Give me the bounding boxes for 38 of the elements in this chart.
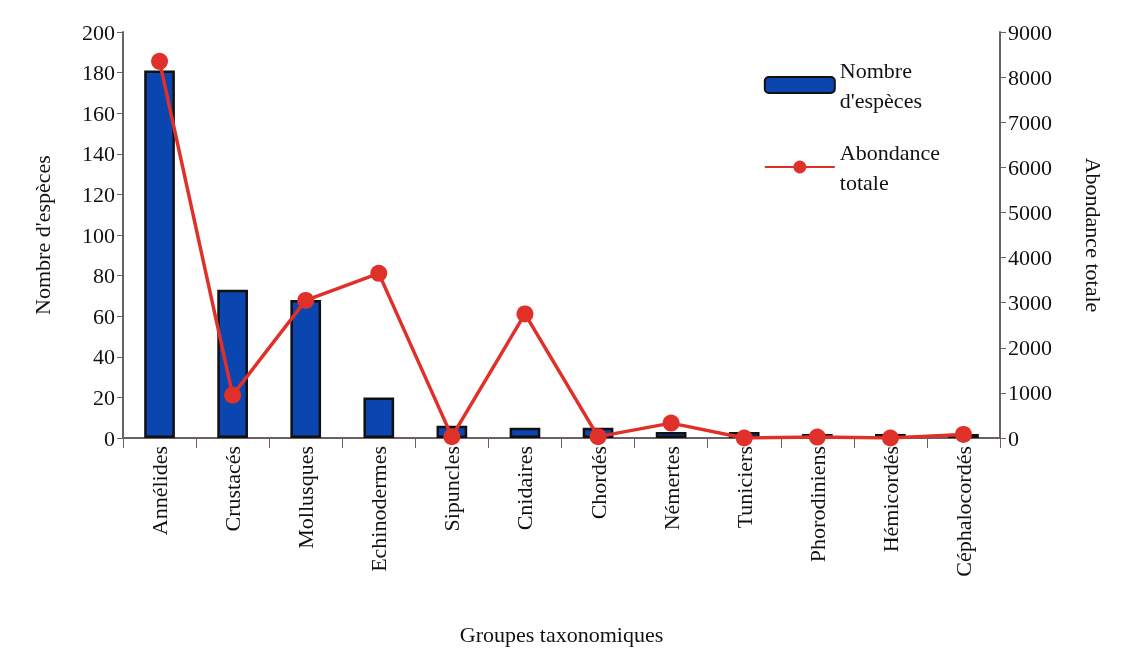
legend-label: Abondance totale — [839, 139, 941, 195]
y2-tick-label: 3000 — [1008, 290, 1052, 316]
y2-tick-label: 2000 — [1008, 335, 1052, 361]
y2-axis-title: Abondance totale — [1080, 157, 1106, 313]
y-tick-label: 120 — [82, 181, 115, 207]
y-tick-label: 80 — [93, 263, 115, 289]
x-tick-label: Sipuncles — [439, 446, 465, 532]
y-tick-label: 180 — [82, 60, 115, 86]
y-tick-label: 200 — [82, 19, 115, 45]
y-tick-label: 100 — [82, 222, 115, 248]
y2-tick-label: 5000 — [1008, 199, 1052, 225]
x-tick-label: Cnidaires — [512, 446, 538, 531]
x-tick-label: Céphalocordés — [950, 446, 976, 577]
y-tick-label: 0 — [104, 425, 115, 451]
y2-tick-label: 1000 — [1008, 380, 1052, 406]
x-tick-label: Crustacés — [220, 446, 246, 532]
x-tick-label: Némertes — [658, 446, 684, 531]
y2-tick-label: 6000 — [1008, 154, 1052, 180]
x-tick-label: Phorodiniens — [804, 446, 830, 563]
x-tick-label: Tuniciers — [731, 446, 757, 529]
y2-tick-label: 8000 — [1008, 64, 1052, 90]
x-tick-label: Echinodermes — [366, 446, 392, 572]
x-tick-label: Annélides — [147, 446, 173, 536]
x-tick-label: Mollusques — [293, 446, 319, 549]
y2-tick-label: 0 — [1008, 425, 1019, 451]
legend-label: Nombre d'espèces — [839, 57, 922, 113]
y2-tick-label: 9000 — [1008, 19, 1052, 45]
y2-tick-label: 4000 — [1008, 245, 1052, 271]
x-tick-label: Hémicordés — [877, 446, 903, 553]
y-tick-label: 40 — [93, 344, 115, 370]
x-axis-title: Groupes taxonomiques — [459, 621, 664, 647]
y-tick-label: 60 — [93, 303, 115, 329]
y2-tick-label: 7000 — [1008, 109, 1052, 135]
y-tick-label: 20 — [93, 384, 115, 410]
y-axis-title: Nombre d'espèces — [29, 155, 55, 315]
y-tick-label: 140 — [82, 141, 115, 167]
y-tick-label: 160 — [82, 100, 115, 126]
x-tick-label: Chordés — [585, 446, 611, 520]
